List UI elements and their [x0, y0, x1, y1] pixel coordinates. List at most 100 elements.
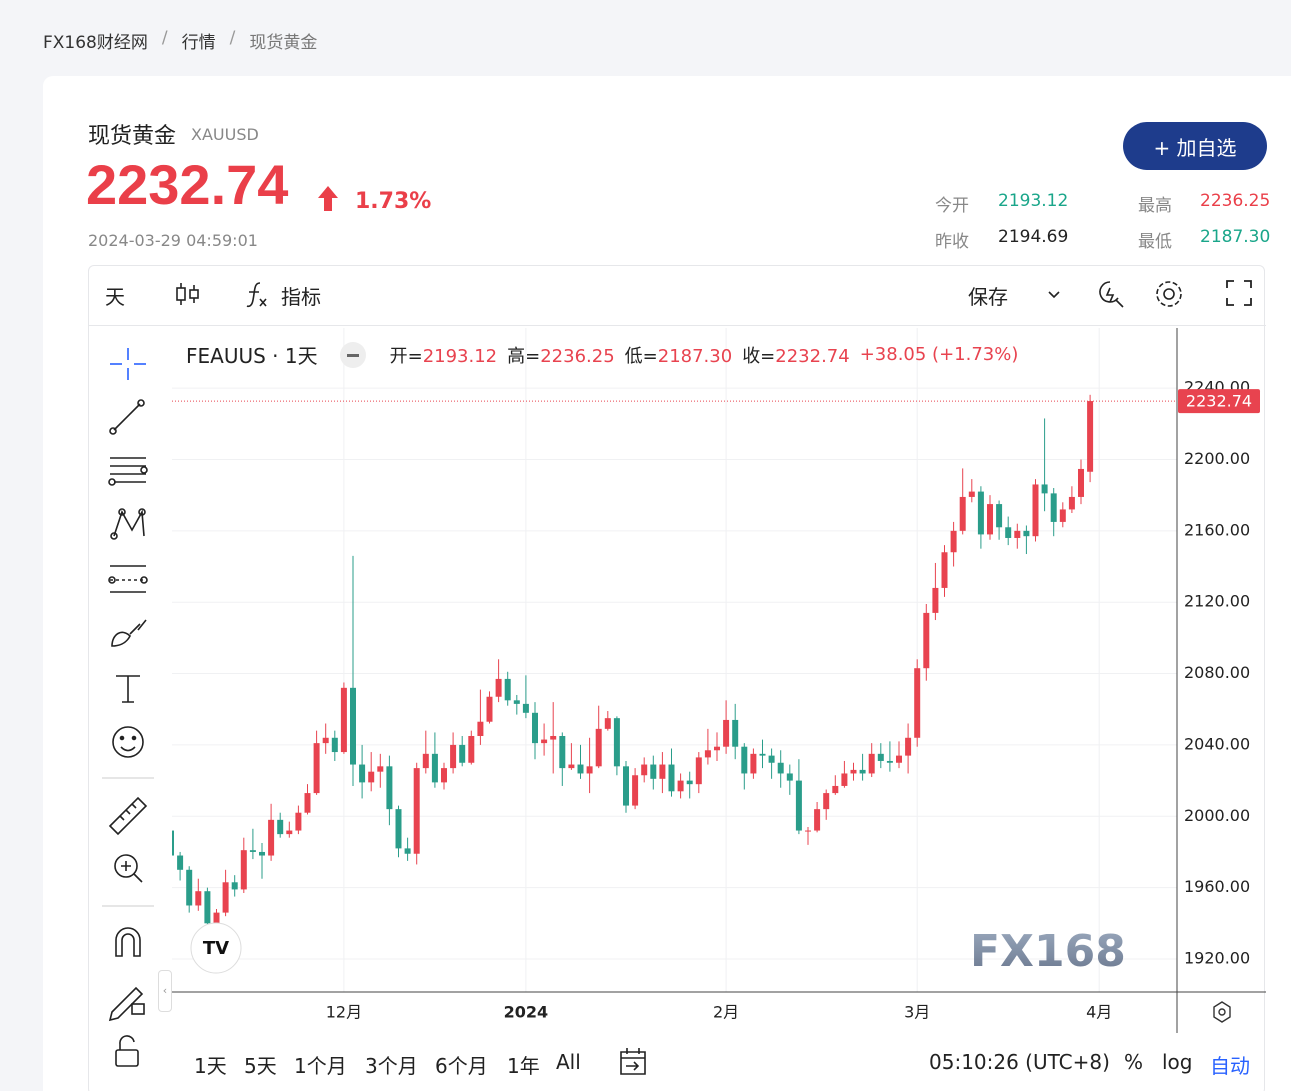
candle-body — [595, 728, 602, 767]
crumb-link[interactable]: 行情 — [181, 33, 216, 53]
candle-body — [968, 491, 975, 497]
x-tick-label: 4月 — [1086, 1003, 1112, 1022]
range-button[interactable]: 6个月 — [435, 1054, 488, 1078]
candle-body — [859, 769, 866, 774]
pattern-tool[interactable] — [110, 508, 146, 540]
indicator-icon[interactable] — [244, 280, 272, 310]
fib-tool[interactable] — [108, 457, 148, 486]
candle-body — [632, 775, 639, 806]
candle-body — [677, 780, 684, 792]
save-button[interactable]: 保存 — [968, 285, 1008, 309]
candle-body — [1078, 468, 1084, 497]
range-button[interactable]: 5天 — [244, 1054, 277, 1078]
add-watchlist-button[interactable]: + 加自选 — [1123, 122, 1267, 170]
range-button[interactable]: All — [556, 1050, 581, 1074]
candle-body — [905, 737, 912, 756]
legend-key: 低= — [624, 345, 658, 367]
interval-button[interactable]: 天 — [105, 285, 125, 309]
y-tick-label: 2120.00 — [1184, 592, 1250, 611]
fullscreen-icon[interactable] — [1225, 279, 1253, 307]
candle-body — [841, 773, 848, 786]
candle-body — [768, 755, 775, 763]
candle-body — [504, 678, 511, 701]
candle-body — [377, 766, 384, 772]
emoji-tool[interactable] — [112, 726, 144, 758]
zoom-tool[interactable] — [114, 854, 143, 883]
price: 2232.74 — [86, 153, 289, 216]
candle-body — [231, 882, 238, 890]
goto-date-icon[interactable] — [618, 1046, 648, 1078]
candle-body — [522, 703, 529, 713]
candle-body — [277, 819, 284, 835]
stat-label: 今开 — [935, 196, 969, 216]
candle-body — [714, 746, 720, 751]
candle-body — [222, 882, 229, 913]
crosshair-tool[interactable] — [110, 348, 146, 380]
candle-body — [359, 764, 366, 783]
ruler-tool[interactable] — [108, 796, 148, 836]
separator: / — [161, 28, 168, 48]
candle-body — [195, 891, 202, 906]
stat-value: 2193.12 — [998, 191, 1069, 211]
settings-icon[interactable] — [1153, 278, 1185, 310]
lock-tool[interactable] — [115, 1035, 139, 1067]
candle-body — [786, 773, 793, 781]
candle-body — [259, 851, 265, 856]
auto-toggle[interactable]: 自动 — [1210, 1054, 1250, 1078]
card — [43, 76, 1291, 1091]
projection-tool[interactable] — [108, 565, 148, 593]
change-percent: 1.73% — [355, 189, 432, 214]
magnet-tool[interactable] — [115, 927, 141, 957]
candle-body — [186, 869, 193, 906]
collapse-handle[interactable]: ‹ — [158, 970, 172, 1012]
candle-body — [386, 766, 393, 810]
range-button[interactable]: 1天 — [194, 1054, 227, 1078]
watermark: FX168 — [970, 926, 1126, 977]
lock-drawing-tool[interactable] — [108, 986, 145, 1022]
y-tick-label: 2000.00 — [1184, 806, 1250, 825]
legend-value: 2236.25 — [540, 345, 615, 367]
brush-tool[interactable] — [111, 619, 147, 647]
chevron[interactable] — [1046, 286, 1062, 302]
candle-body — [886, 760, 893, 763]
indicator-button[interactable]: 指标 — [281, 285, 321, 309]
tv-logo[interactable] — [190, 922, 242, 974]
crumb-link[interactable]: FX168财经网 — [43, 33, 148, 53]
candle-body — [923, 612, 930, 669]
x-tick-label: 2024 — [504, 1003, 549, 1022]
legend-item: 高=2236.25 — [507, 342, 615, 368]
range-button[interactable]: 3个月 — [365, 1054, 418, 1078]
log-toggle[interactable]: log — [1162, 1050, 1193, 1074]
range-button[interactable]: 1年 — [507, 1054, 540, 1078]
candle-body — [532, 712, 538, 744]
candle-body — [395, 809, 402, 849]
alert-icon[interactable] — [1096, 278, 1126, 310]
candle-type-icon[interactable] — [175, 280, 201, 308]
legend-item: 低=2187.30 — [625, 342, 733, 368]
range-button[interactable]: 1个月 — [294, 1054, 347, 1078]
candle-body — [468, 735, 475, 763]
collapse-legend[interactable] — [339, 341, 366, 368]
trendline-tool[interactable] — [109, 399, 145, 435]
candle-body — [850, 769, 857, 774]
instrument-name: 现货黄金 — [88, 124, 177, 149]
candle-body — [577, 764, 584, 774]
candle-body — [441, 768, 447, 783]
x-tick-label: 2月 — [713, 1003, 739, 1022]
text-tool[interactable] — [116, 675, 140, 703]
candle-body — [1005, 527, 1012, 538]
candle-body — [249, 850, 256, 852]
candle-body — [795, 780, 802, 831]
candle-body — [977, 491, 984, 535]
candle-body — [868, 753, 875, 774]
candle-body — [759, 753, 766, 756]
candle-body — [914, 668, 921, 738]
legend-symbol: FEAUUS · 1天 — [186, 344, 318, 368]
percent-toggle[interactable]: % — [1124, 1050, 1144, 1074]
y-tick-label: 2200.00 — [1184, 449, 1250, 468]
bottom-bar: 1天 5天 1个月 3个月 6个月 1年 All 05:10:26 (UTC+8… — [172, 1040, 1266, 1086]
candle-body — [541, 739, 548, 744]
settings-hex[interactable] — [1213, 1001, 1231, 1023]
candle-body — [550, 735, 557, 740]
stat-value: 2236.25 — [1200, 191, 1271, 211]
